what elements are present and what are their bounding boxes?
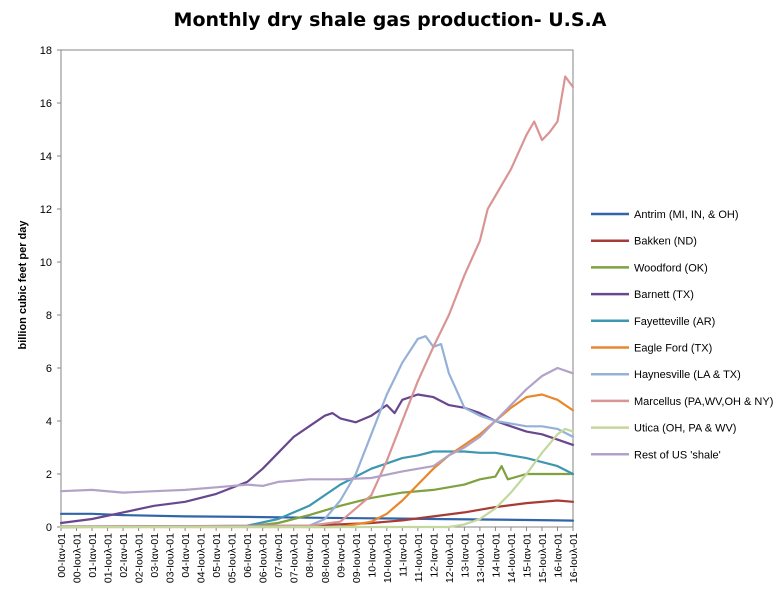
x-tick-label: 10-Ιαν-01 <box>366 533 378 578</box>
legend-label-eagle-ford-tx: Eagle Ford (TX) <box>634 343 712 355</box>
plot-border <box>60 49 574 528</box>
x-tick-label: 12-Ιουλ-01 <box>444 533 456 583</box>
legend-label-rest-of-us-shale: Rest of US 'shale' <box>634 449 721 461</box>
y-tick-label: 14 <box>40 151 52 163</box>
x-tick-label: 06-Ιουλ-01 <box>258 533 270 583</box>
series-line-eagle-ford-tx <box>59 393 575 529</box>
series-line-marcellus-pa-wv-oh-ny <box>59 75 575 529</box>
x-tick-label: 04-Ιουλ-01 <box>196 533 208 583</box>
x-tick-label: 16-Ιαν-01 <box>552 533 564 578</box>
x-tick-label: 07-Ιουλ-01 <box>289 533 301 583</box>
series-line-antrim-mi-in-oh <box>59 512 575 522</box>
legend-label-bakken-nd: Bakken (ND) <box>634 236 697 248</box>
y-tick-label: 6 <box>46 363 52 375</box>
x-tick-label: 15-Ιαν-01 <box>521 533 533 578</box>
x-tick-label: 08-Ιαν-01 <box>304 533 316 578</box>
legend-label-antrim-mi-in-oh: Antrim (MI, IN, & OH) <box>634 209 739 221</box>
x-tick-label: 09-Ιαν-01 <box>335 533 347 578</box>
x-tick-label: 01-Ιουλ-01 <box>103 533 115 583</box>
legend-label-marcellus-pa-wv-oh-ny: Marcellus (PA,WV,OH & NY) <box>634 396 773 408</box>
series-line-woodford-ok <box>59 465 575 529</box>
x-tick-label: 05-Ιουλ-01 <box>227 533 239 583</box>
x-tick-label: 07-Ιαν-01 <box>273 533 285 578</box>
x-tick-label: 00-Ιαν-01 <box>56 533 68 578</box>
x-tick-label: 10-Ιουλ-01 <box>382 533 394 583</box>
y-tick-label: 10 <box>40 257 52 269</box>
x-tick-label: 05-Ιαν-01 <box>211 533 223 578</box>
x-tick-label: 16-Ιουλ-01 <box>568 533 580 583</box>
x-tick-label: 03-Ιαν-01 <box>149 533 161 578</box>
series-line-barnett-tx <box>59 393 575 525</box>
series-line-fayetteville-ar <box>59 450 575 529</box>
x-tick-label: 02-Ιαν-01 <box>118 533 130 578</box>
chart-title: Monthly dry shale gas production- U.S.A <box>174 9 607 31</box>
x-tick-label: 13-Ιουλ-01 <box>475 533 487 583</box>
y-tick-label: 0 <box>46 522 52 534</box>
y-tick-label: 18 <box>40 45 52 57</box>
y-tick-label: 12 <box>40 204 52 216</box>
series-line-haynesville-la-tx <box>59 335 575 529</box>
legend-label-fayetteville-ar: Fayetteville (AR) <box>634 316 715 328</box>
plot-area: 0 2 4 6 8 10 12 14 16 18 00-Ιαν-01 00-Ιουλ-01 01-Ιαν… <box>40 45 580 583</box>
x-tick-label: 03-Ιουλ-01 <box>165 533 177 583</box>
x-tick-label: 01-Ιαν-01 <box>87 533 99 578</box>
series-line-rest-of-us-shale <box>59 366 575 494</box>
x-tick-label: 08-Ιουλ-01 <box>320 533 332 583</box>
x-tick-label: 15-Ιουλ-01 <box>537 533 549 583</box>
x-tick-label: 04-Ιαν-01 <box>180 533 192 578</box>
x-tick-label: 14-Ιουλ-01 <box>506 533 518 583</box>
y-tick-label: 2 <box>46 469 52 481</box>
legend-label-utica-oh-pa-wv: Utica (OH, PA & WV) <box>634 423 736 435</box>
x-tick-label: 12-Ιαν-01 <box>428 533 440 578</box>
x-tick-label: 13-Ιαν-01 <box>459 533 471 578</box>
x-tick-label: 11-Ιαν-01 <box>397 533 409 577</box>
legend-label-barnett-tx: Barnett (TX) <box>634 289 694 301</box>
x-tick-label: 02-Ιουλ-01 <box>134 533 146 583</box>
y-axis-label: billion cubic feet per day <box>17 220 29 350</box>
x-tick-label: 14-Ιαν-01 <box>490 533 502 578</box>
legend-label-haynesville-la-tx: Haynesville (LA & TX) <box>634 369 741 381</box>
x-tick-label: 11-Ιουλ-01 <box>413 533 425 582</box>
legend-label-woodford-ok: Woodford (OK) <box>634 262 708 274</box>
x-tick-label: 06-Ιαν-01 <box>242 533 254 578</box>
y-tick-label: 4 <box>46 416 52 428</box>
y-tick-label: 16 <box>40 98 52 110</box>
series-line-utica-oh-pa-wv <box>59 427 575 529</box>
x-tick-label: 00-Ιουλ-01 <box>72 533 84 583</box>
legend: Antrim (MI, IN, & OH) Bakken (ND) Woodford… <box>591 209 773 461</box>
y-tick-label: 8 <box>46 310 52 322</box>
x-tick-label: 09-Ιουλ-01 <box>351 533 363 583</box>
